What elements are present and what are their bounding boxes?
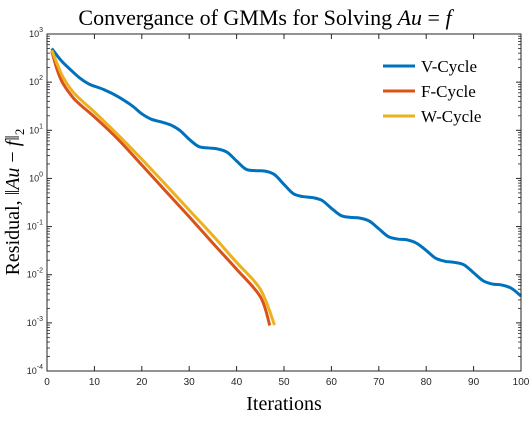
chart-title-eq: = [422, 5, 445, 30]
y-tick-label: 10-3 [27, 316, 43, 328]
y-axis-label-minus: − [2, 146, 24, 167]
y-tick-label-base: 10 [27, 222, 37, 232]
y-tick-label-exp: -2 [37, 268, 43, 275]
series-line-f-cycle [50, 50, 272, 326]
x-axis-label: Iterations [246, 393, 322, 415]
y-tick-label: 102 [29, 75, 43, 87]
legend: V-Cycle F-Cycle W-Cycle [383, 57, 481, 126]
x-tick-label: 10 [89, 377, 101, 388]
x-tick-label: 50 [278, 377, 290, 388]
y-axis-label-var-f: f [2, 138, 24, 146]
chart-title-var-f: f [445, 5, 454, 30]
y-tick-label: 10-4 [27, 364, 43, 376]
x-ticks: 0 10 20 30 40 50 60 70 80 90 100 [44, 34, 530, 388]
chart-title: Convergance of GMMs for Solving Au = f [78, 5, 454, 30]
chart-title-text: Convergance of GMMs for Solving [78, 5, 397, 30]
series-line-w-cycle [50, 49, 276, 326]
y-tick-label-base: 10 [29, 77, 39, 87]
y-tick-label-exp: 3 [39, 27, 43, 34]
x-tick-label: 60 [326, 377, 338, 388]
y-tick-label-base: 10 [27, 366, 37, 376]
x-tick-label: 0 [44, 377, 50, 388]
y-tick-label-exp: -4 [37, 364, 43, 371]
y-tick-label-exp: 2 [39, 75, 43, 82]
x-tick-label: 70 [373, 377, 385, 388]
y-tick-label: 10-2 [27, 268, 43, 280]
y-tick-label-exp: -1 [37, 220, 43, 227]
y-tick-label: 103 [29, 27, 43, 39]
chart-title-var-u: u [411, 5, 422, 30]
series-line-v-cycle [50, 47, 522, 298]
y-axis-label-sub: 2 [12, 129, 27, 136]
y-tick-label-exp: -3 [37, 316, 43, 323]
y-axis-label-var-a: A [2, 177, 24, 192]
plot-area [47, 34, 521, 371]
x-tick-label: 20 [136, 377, 148, 388]
y-tick-label-base: 10 [29, 173, 39, 183]
y-tick-label-base: 10 [27, 318, 37, 328]
x-tick-label: 80 [421, 377, 433, 388]
y-tick-label: 100 [29, 171, 43, 183]
y-tick-label: 101 [29, 123, 43, 135]
x-tick-label: 90 [468, 377, 480, 388]
y-axis-label-text: Residual, [2, 195, 24, 275]
y-axis-label-norm-open: ‖ [2, 190, 24, 196]
legend-label-w-cycle: W-Cycle [421, 107, 481, 126]
y-tick-label-base: 10 [29, 125, 39, 135]
y-tick-label: 10-1 [27, 220, 43, 232]
y-axis-label-norm-close: ‖ [2, 135, 24, 141]
series-lines [50, 47, 522, 326]
y-tick-label-exp: 1 [39, 123, 43, 130]
legend-label-v-cycle: V-Cycle [421, 57, 477, 76]
chart-title-var-a: A [396, 5, 412, 30]
y-axis-label: Residual, ‖Au − f‖2 [2, 129, 27, 276]
plot-frame [46, 33, 522, 372]
y-tick-label-exp: 0 [39, 171, 43, 178]
x-tick-label: 40 [231, 377, 243, 388]
x-tick-label: 100 [513, 377, 530, 388]
y-tick-label-base: 10 [29, 29, 39, 39]
x-tick-label: 30 [184, 377, 196, 388]
legend-label-f-cycle: F-Cycle [421, 82, 476, 101]
y-tick-label-base: 10 [27, 270, 37, 280]
y-axis-label-var-u: u [2, 168, 24, 178]
